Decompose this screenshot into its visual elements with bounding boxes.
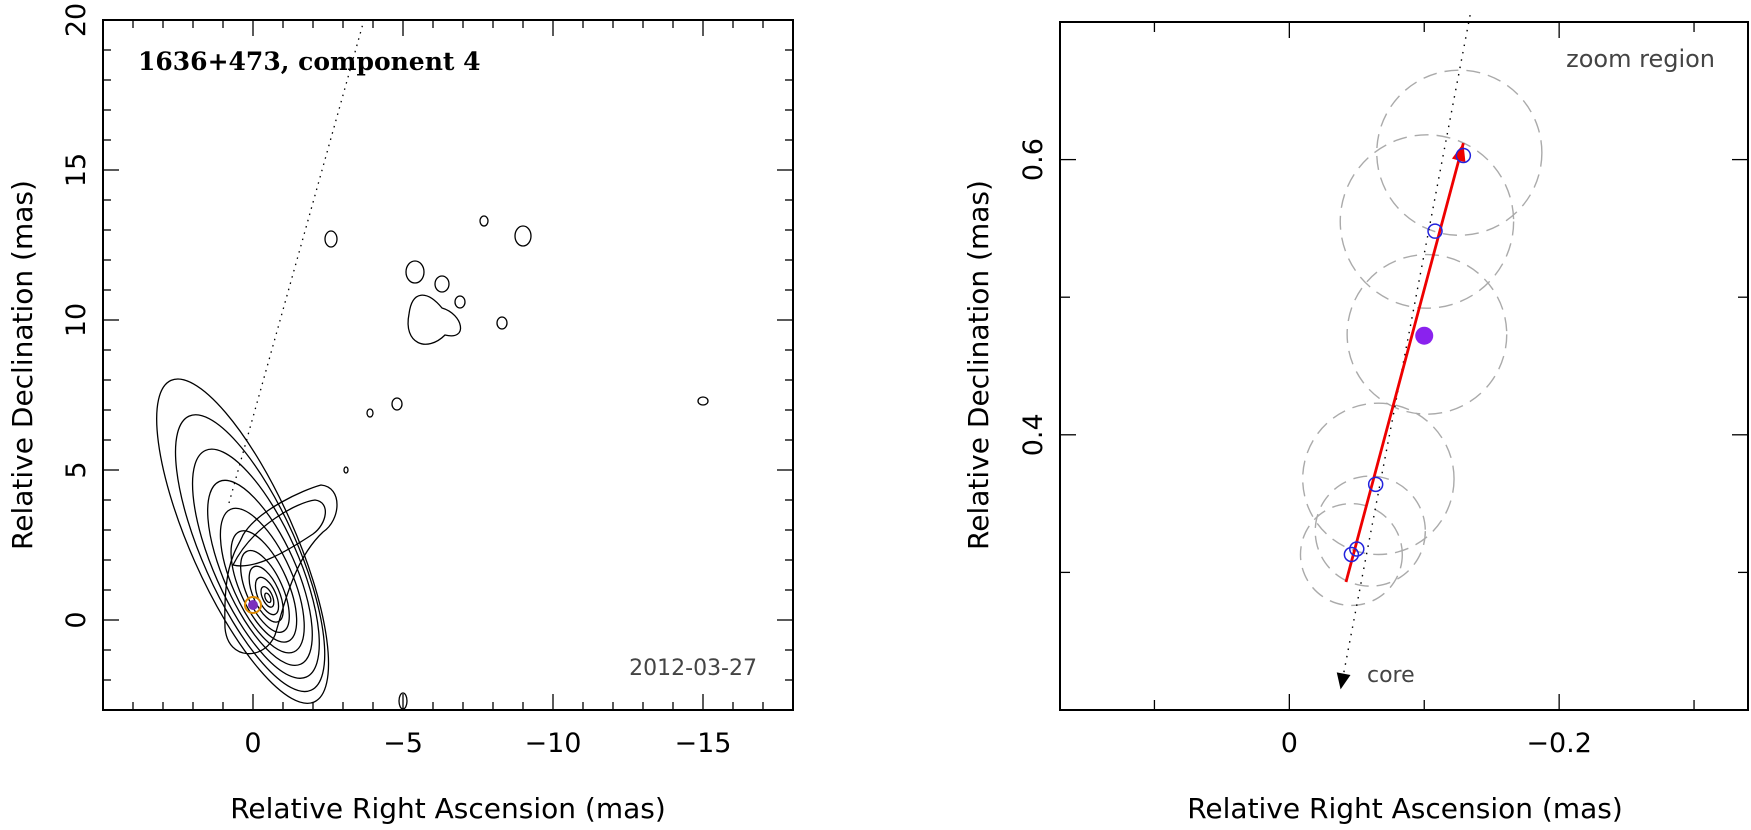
contour-level [264,592,272,604]
noise-contour [366,408,374,418]
epoch-positions [1343,147,1472,563]
velocity-arrowhead [1451,143,1466,163]
position-error-circle [1301,402,1455,556]
position-error-circle [1376,69,1543,236]
x-tick-label: 0 [1281,728,1298,759]
left-x-axis-label: Relative Right Ascension (mas) [230,792,666,825]
right-plot-frame [1059,21,1749,711]
noise-contour [343,466,349,474]
noise-contour [514,225,532,247]
core-direction-line [1336,14,1471,690]
noise-contour [434,275,450,293]
zoom-region-label: zoom region [1566,45,1715,73]
core-arrowhead [1336,672,1351,690]
contour-level [207,479,313,667]
core-label: core [1367,663,1415,688]
contour-level [191,448,320,679]
noise-contour [496,316,508,330]
position-error-circle [1314,475,1427,587]
y-tick-label: 20 [61,3,92,37]
position-error-circle [1339,134,1515,309]
left-plot-frame [102,19,794,711]
jet-axis-line [228,19,365,504]
contour-level [174,414,326,693]
jet-axis-dotted-line [228,19,365,504]
left-y-axis-label: Relative Declination (mas) [6,180,39,550]
contour-outer [224,484,338,655]
mean-position [1415,326,1434,345]
position-error-circles [1299,69,1543,607]
y-tick-label: 15 [61,153,92,187]
epoch-position [1455,147,1472,164]
position-error-circle [1346,253,1508,415]
velocity-vector-line [1344,142,1465,583]
right-ticks [1060,22,1748,710]
noise-contour [391,397,403,411]
core-direction-dotted-line [1339,14,1471,690]
right-panel: 0 −0.2 0.4 0.6 zoom region core Relative Ri… [962,14,1749,825]
noise-contour [324,230,338,248]
x-tick-label: −10 [525,728,582,759]
mean-position-dot [1415,326,1434,345]
left-plot-title: 1636+473, component 4 [138,47,481,76]
noise-contour [405,260,425,284]
noise-contour [479,215,489,227]
x-tick-label: −5 [383,728,423,759]
component-marker [244,596,262,614]
contour-level [260,586,275,608]
noise-contour [697,396,709,406]
epoch-position [1367,476,1384,493]
epoch-position [1427,223,1443,239]
x-tick-label: 0 [244,728,261,759]
component-marker-outline [244,596,262,614]
contour-level [230,530,298,643]
y-tick-label: 10 [61,303,92,337]
right-y-axis-label: Relative Declination (mas) [962,180,995,550]
component-marker-dot [248,600,258,610]
x-tick-label: −15 [675,728,732,759]
y-tick-label: 0.6 [1018,138,1049,181]
x-tick-label: −0.2 [1526,728,1592,759]
y-tick-label: 0.4 [1018,413,1049,456]
position-error-circle [1299,502,1404,607]
y-tick-label: 5 [61,461,92,478]
y-tick-label: 0 [61,611,92,628]
contour-jet [232,499,326,567]
epoch-position [1343,546,1360,563]
contour-map [156,215,709,710]
left-ticks [102,19,794,711]
epoch-date-label: 2012-03-27 [629,656,757,681]
epoch-position [1349,541,1365,557]
contour-level [219,507,305,654]
right-x-axis-label: Relative Right Ascension (mas) [1187,792,1623,825]
noise-contour-large [407,294,462,345]
contour-level [156,378,330,705]
noise-contour [454,295,466,309]
velocity-vector [1344,142,1466,583]
left-tick-labels: 0 −5 −10 −15 0 5 10 15 20 [61,3,731,759]
right-tick-labels: 0 −0.2 0.4 0.6 [1018,138,1592,759]
